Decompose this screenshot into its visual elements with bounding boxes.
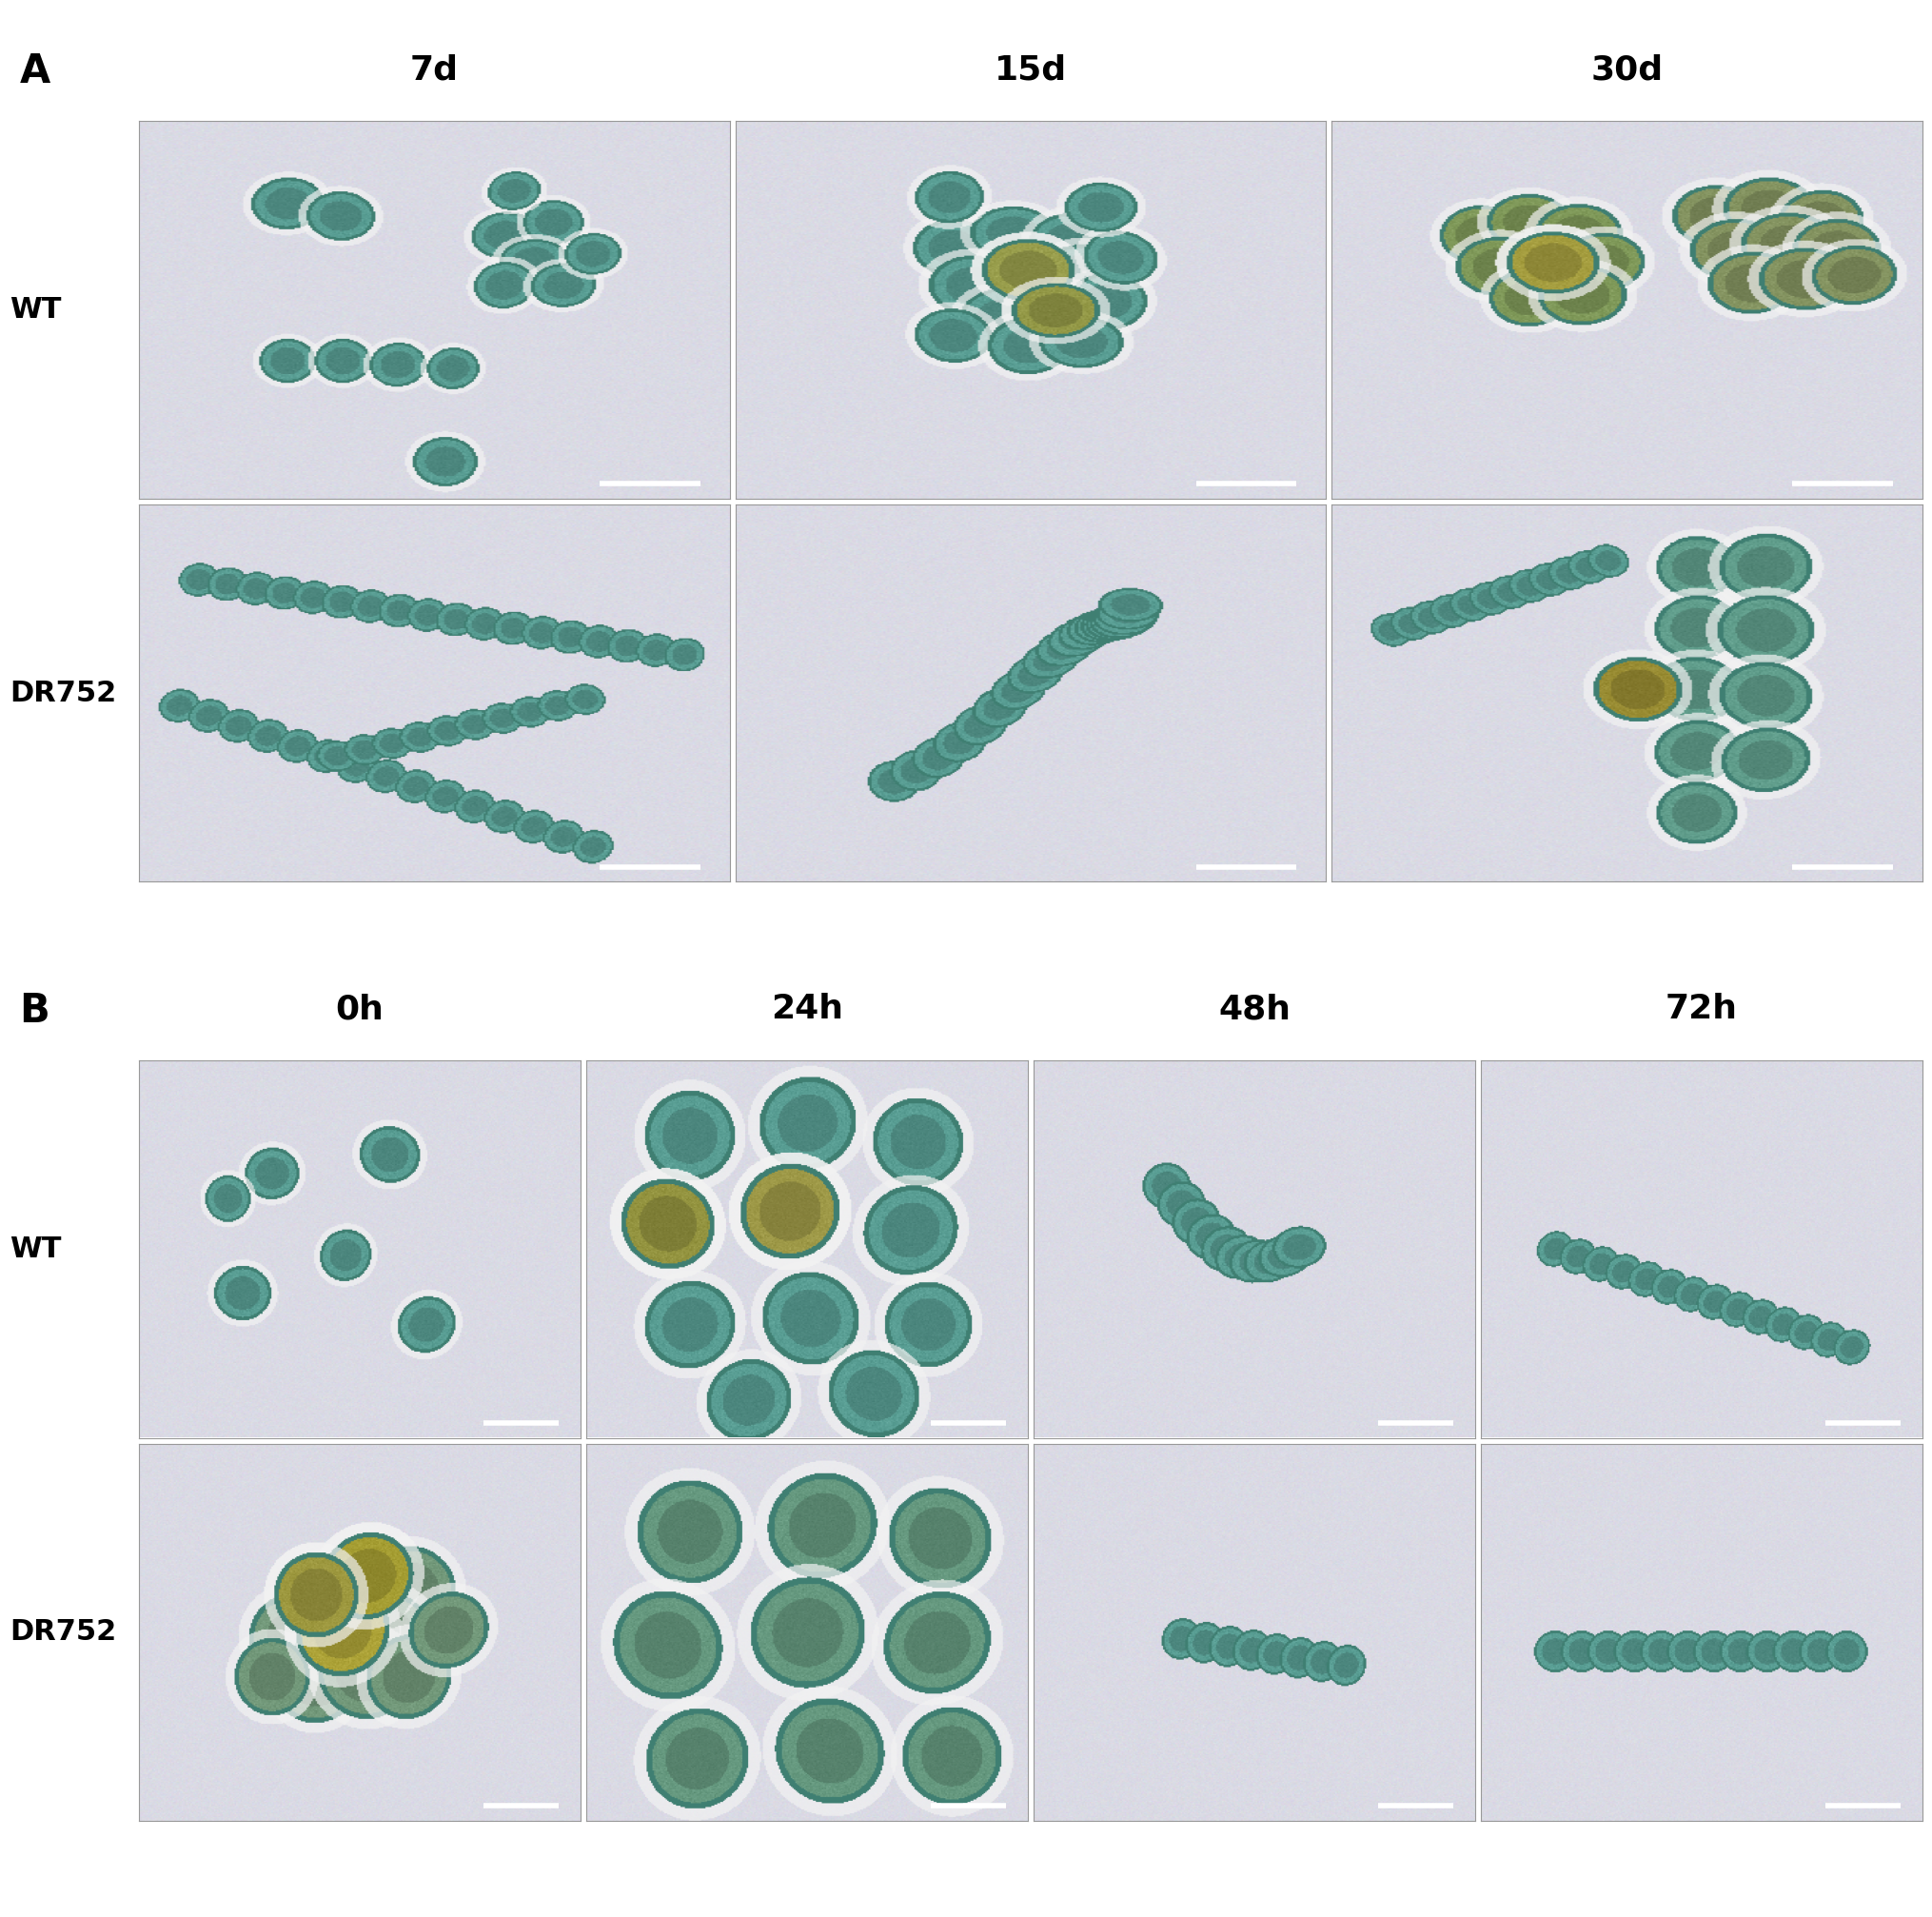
- Text: 30d: 30d: [1590, 54, 1663, 86]
- Text: 0h: 0h: [336, 993, 384, 1026]
- Text: 7d: 7d: [410, 54, 458, 86]
- Text: A: A: [19, 52, 50, 92]
- Text: 48h: 48h: [1219, 993, 1291, 1026]
- Text: 15d: 15d: [995, 54, 1066, 86]
- Text: DR752: DR752: [10, 1618, 116, 1647]
- Text: WT: WT: [10, 1235, 62, 1263]
- Text: 24h: 24h: [771, 993, 842, 1026]
- Text: WT: WT: [10, 295, 62, 324]
- Text: 72h: 72h: [1665, 993, 1737, 1026]
- Text: B: B: [19, 991, 50, 1031]
- Text: DR752: DR752: [10, 679, 116, 707]
